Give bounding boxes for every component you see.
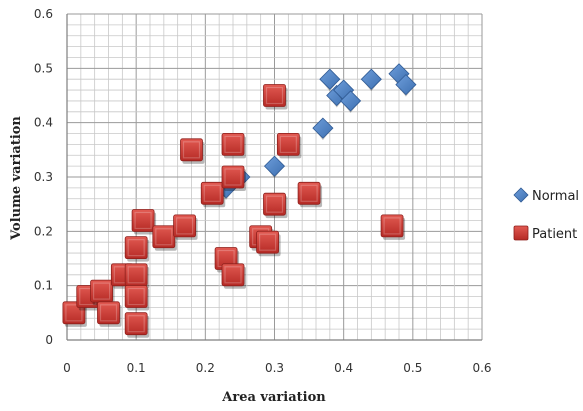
patient-square-shape [97,301,120,325]
patient-point [152,225,177,251]
legend-label-normal: Normal [532,189,579,204]
x-tick-label: 0.5 [403,361,422,375]
marker-bevel [265,195,284,213]
y-tick-label: 0 [45,333,53,347]
marker-bevel [224,135,242,153]
patient-point [200,181,226,208]
legend-square-icon [513,225,529,241]
patient-square-shape [200,181,224,205]
y-tick-label: 0.4 [34,116,53,130]
normal-diamond-shape [319,68,341,90]
patient-point [173,214,198,240]
patient-square-shape [124,285,148,308]
patient-point [221,165,246,191]
patient-square-shape [256,230,279,254]
marker-bevel [92,282,111,300]
x-tick-label: 0.2 [196,361,215,375]
y-tick-label: 0.3 [34,170,53,184]
marker-bevel [279,135,297,153]
normal-point [340,90,362,113]
marker-bevel [258,233,277,251]
patient-point [124,312,150,338]
patient-square-shape [173,214,196,238]
patient-square-shape [131,209,155,232]
normal-diamond-shape [312,117,334,139]
patient-point [124,285,150,311]
patient-point [221,132,246,159]
patient-point [297,181,323,208]
patient-point [263,84,288,110]
normal-diamond-shape [360,68,382,90]
marker-bevel [203,184,221,202]
marker-bevel [224,266,242,284]
patient-square-shape [221,165,245,189]
normal-diamond-shape [395,74,417,96]
patient-square-shape [263,192,286,216]
patient-point [221,263,246,289]
y-axis-title: Volume variation [9,116,24,241]
marker-bevel [300,184,318,202]
patient-square-shape [276,132,300,156]
marker-bevel [155,228,173,246]
data-points [62,63,417,338]
normal-point [319,68,341,92]
legend: Normal Patient [513,187,579,242]
tick-labels: 0 0.1 0.2 0.3 0.4 0.5 0.6 0 0.1 0.2 0.3 0.4 0.5 0.6 [34,7,492,375]
x-tick-label: 0 [63,361,71,375]
marker-bevel [65,304,83,322]
patient-point [380,214,406,240]
patient-square-shape [221,132,245,156]
patient-point [124,236,150,262]
normal-point [312,117,334,141]
x-tick-label: 0.6 [472,361,491,375]
marker-bevel [99,304,118,322]
y-tick-label: 0.6 [34,7,53,21]
y-tick-label: 0.2 [34,224,53,238]
x-tick-label: 0.3 [265,361,284,375]
patient-point [131,209,157,235]
patient-point [276,132,302,159]
x-axis-title: Area variation [221,390,326,405]
patient-point [263,192,288,219]
axes [66,14,482,341]
patient-point [90,279,115,306]
marker-bevel [265,86,284,105]
marker-bevel [127,239,145,257]
patient-square-shape [263,84,286,107]
patient-square-shape [221,263,245,287]
normal-diamond-shape [263,155,286,177]
marker-bevel [127,315,145,333]
legend-label-patient: Patient [532,227,577,242]
patient-square-shape [180,138,203,162]
x-tick-label: 0.4 [334,361,353,375]
normal-point [395,74,417,97]
normal-diamond-shape [340,90,362,112]
marker-bevel [127,287,145,306]
x-tick-label: 0.1 [127,361,146,375]
patient-point [180,138,205,164]
normal-point [263,155,286,179]
patient-point [124,263,150,289]
patient-square-shape [380,214,404,238]
y-tick-label: 0.5 [34,61,53,75]
normal-point [360,68,382,92]
marker-bevel [224,168,242,186]
marker-bevel [182,141,201,159]
y-tick-label: 0.1 [34,279,53,293]
marker-bevel [134,211,152,230]
marker-bevel [175,217,194,235]
marker-bevel [383,217,401,235]
patient-square-shape [297,181,321,205]
patient-point [97,301,122,327]
legend-diamond-icon [513,187,529,203]
patient-square-shape [124,236,148,260]
patient-square-shape [124,312,148,336]
marker-bevel [127,266,145,284]
patient-point [256,230,281,257]
